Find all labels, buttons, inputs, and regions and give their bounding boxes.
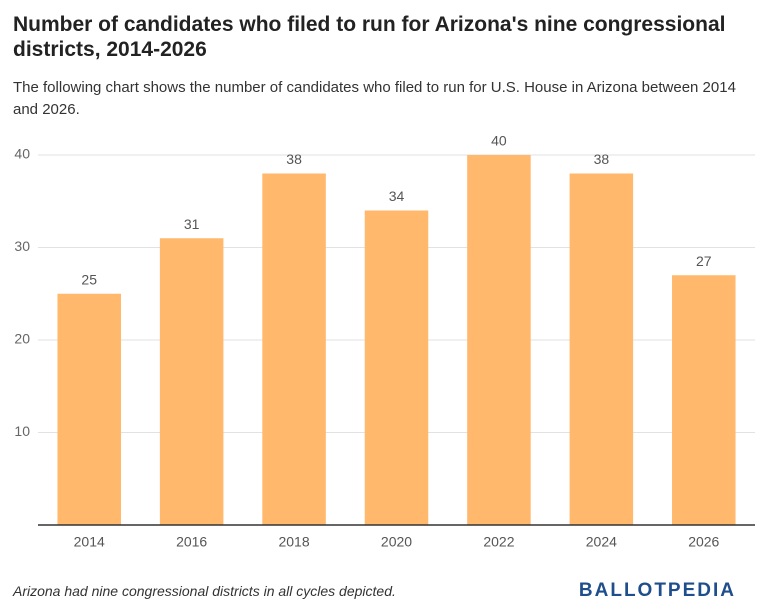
value-label: 40 [491, 133, 507, 149]
y-tick-label: 40 [14, 146, 30, 162]
y-tick-label: 10 [14, 423, 30, 439]
chart-title: Number of candidates who filed to run fo… [13, 13, 726, 61]
bar [159, 238, 224, 525]
bar [57, 293, 121, 525]
value-label: 38 [286, 151, 302, 167]
value-label: 27 [696, 253, 712, 269]
footnote: Arizona had nine congressional districts… [13, 583, 396, 599]
bar [569, 173, 634, 525]
bar [364, 210, 429, 525]
chart-subtitle: The following chart shows the number of … [13, 79, 736, 118]
x-tick-label: 2022 [483, 534, 514, 550]
value-label: 25 [81, 271, 97, 287]
bar [467, 155, 531, 525]
bar [262, 173, 326, 525]
y-tick-label: 30 [14, 238, 30, 254]
x-tick-label: 2020 [381, 534, 412, 550]
x-tick-label: 2018 [278, 534, 309, 550]
value-label: 38 [594, 151, 610, 167]
x-tick-label: 2014 [74, 534, 105, 550]
value-label: 34 [389, 188, 405, 204]
x-tick-label: 2016 [176, 534, 207, 550]
value-label: 31 [184, 216, 200, 232]
x-tick-label: 2024 [586, 534, 617, 550]
y-tick-label: 20 [14, 331, 30, 347]
logo: BALLOTPEDIA [578, 580, 736, 601]
bar [672, 275, 736, 525]
x-tick-label: 2026 [688, 534, 719, 550]
